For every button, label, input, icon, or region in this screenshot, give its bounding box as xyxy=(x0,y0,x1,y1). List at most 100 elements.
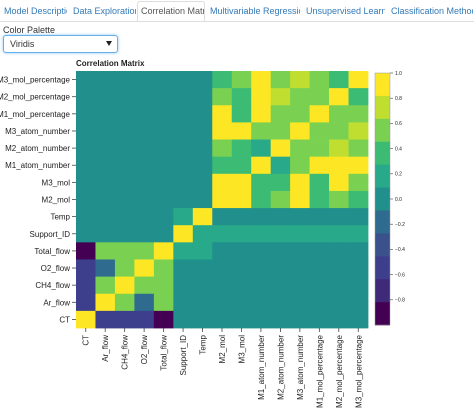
heatmap-cell xyxy=(329,71,349,89)
heatmap-cell xyxy=(251,122,272,140)
heatmap-cell xyxy=(192,225,213,243)
tab-data-exploration[interactable]: Data Exploration xyxy=(73,6,137,16)
heatmap-cell xyxy=(114,173,135,192)
heatmap-cell xyxy=(348,310,369,329)
heatmap-cell xyxy=(76,88,96,106)
heatmap-cell xyxy=(134,276,155,295)
colorbar-tick-label: −0.4 xyxy=(395,247,405,253)
tab-classification-methods[interactable]: Classification Methods xyxy=(391,6,474,16)
heatmap-cell xyxy=(231,208,252,226)
heatmap-cell xyxy=(76,276,96,295)
heatmap-cell xyxy=(309,88,330,106)
heatmap-cell xyxy=(251,242,272,260)
heatmap-cell xyxy=(212,156,233,175)
heatmap-cell xyxy=(270,173,291,192)
colorbar-tick-label: 0.2 xyxy=(395,172,402,178)
column-label: M1_mol_percentage xyxy=(315,334,324,407)
heatmap-cell xyxy=(270,190,291,209)
heatmap-cell xyxy=(212,122,233,140)
heatmap-cell xyxy=(348,208,369,226)
heatmap-cell xyxy=(114,105,135,123)
heatmap-cell xyxy=(231,122,252,140)
heatmap-cell xyxy=(114,71,135,89)
heatmap-cell xyxy=(95,122,116,140)
heatmap-cell xyxy=(212,276,233,295)
heatmap-cell xyxy=(309,259,330,277)
heatmap-cell xyxy=(290,310,310,329)
column-label: M2_atom_number xyxy=(276,335,285,400)
heatmap-cell xyxy=(290,242,310,260)
row-label: M2_mol_percentage xyxy=(0,93,71,102)
heatmap-cell xyxy=(153,105,174,123)
heatmap-cell xyxy=(290,173,310,192)
row-label: M2_atom_number xyxy=(5,144,70,153)
heatmap-cell xyxy=(309,105,330,123)
heatmap-cell xyxy=(76,71,96,89)
heatmap-cell xyxy=(173,122,194,140)
heatmap-cell xyxy=(95,88,116,106)
heatmap-cell xyxy=(290,139,310,158)
heatmap-cell xyxy=(153,276,174,295)
heatmap-cell xyxy=(114,156,135,175)
heatmap-cell xyxy=(329,208,349,226)
heatmap-cell xyxy=(251,259,272,277)
column-label: Support_ID xyxy=(179,335,188,376)
heatmap-cell xyxy=(348,276,369,295)
heatmap-cell xyxy=(95,242,116,260)
heatmap-cell xyxy=(348,88,369,106)
heatmap-cell xyxy=(251,225,272,243)
heatmap-cell xyxy=(173,139,194,158)
heatmap-cell xyxy=(95,259,116,277)
row-label: M3_mol xyxy=(42,178,71,187)
row-label: CT xyxy=(59,315,70,324)
column-label: CH4_flow xyxy=(121,335,130,370)
heatmap-cell xyxy=(212,173,233,192)
heatmap-cell xyxy=(212,208,233,226)
heatmap-cell xyxy=(348,122,369,140)
column-label: M2_mol xyxy=(218,335,227,364)
heatmap-cell xyxy=(173,293,194,312)
color-palette-label: Color Palette xyxy=(3,25,56,35)
heatmap-cell xyxy=(173,208,194,226)
heatmap-cell xyxy=(329,276,349,295)
heatmap-cell xyxy=(251,88,272,106)
heatmap-cell xyxy=(192,208,213,226)
heatmap-cell xyxy=(114,122,135,140)
color-palette-select[interactable]: Viridis xyxy=(3,35,118,53)
heatmap-cell xyxy=(348,71,369,89)
heatmap-cell xyxy=(329,88,349,106)
heatmap-cell xyxy=(114,310,135,329)
heatmap-cell xyxy=(290,259,310,277)
heatmap-cell xyxy=(192,71,213,89)
heatmap-cell xyxy=(173,310,194,329)
color-palette-value: Viridis xyxy=(10,39,35,49)
tab-unsupervised-learning[interactable]: Unsupervised Learning xyxy=(306,6,385,16)
heatmap-cell xyxy=(192,139,213,158)
heatmap-cell xyxy=(231,190,252,209)
heatmap-cell xyxy=(348,225,369,243)
heatmap-cell xyxy=(309,122,330,140)
heatmap-cell xyxy=(270,293,291,312)
tab-multivariable-regression[interactable]: Multivariable Regression xyxy=(210,6,301,16)
heatmap-cell xyxy=(231,156,252,175)
tab-correlation-matrix[interactable]: Correlation Matrix xyxy=(137,1,205,21)
heatmap-cell xyxy=(251,293,272,312)
column-label: M1_atom_number xyxy=(257,335,266,400)
heatmap-cell xyxy=(329,293,349,312)
row-label: Ar_flow xyxy=(43,298,70,307)
colorbar-tick-label: 0.6 xyxy=(395,121,402,127)
heatmap-cell xyxy=(95,105,116,123)
tab-model-description[interactable]: Model Description xyxy=(4,6,67,16)
heatmap-cell xyxy=(114,242,135,260)
heatmap-cell xyxy=(153,208,174,226)
heatmap-cell xyxy=(290,190,310,209)
heatmap-cell xyxy=(251,208,272,226)
heatmap-cell xyxy=(173,156,194,175)
heatmap-cell xyxy=(192,242,213,260)
heatmap-cell xyxy=(134,208,155,226)
heatmap-cell xyxy=(192,310,213,329)
heatmap-cell xyxy=(95,276,116,295)
heatmap-cell xyxy=(231,105,252,123)
heatmap-cell xyxy=(231,173,252,192)
